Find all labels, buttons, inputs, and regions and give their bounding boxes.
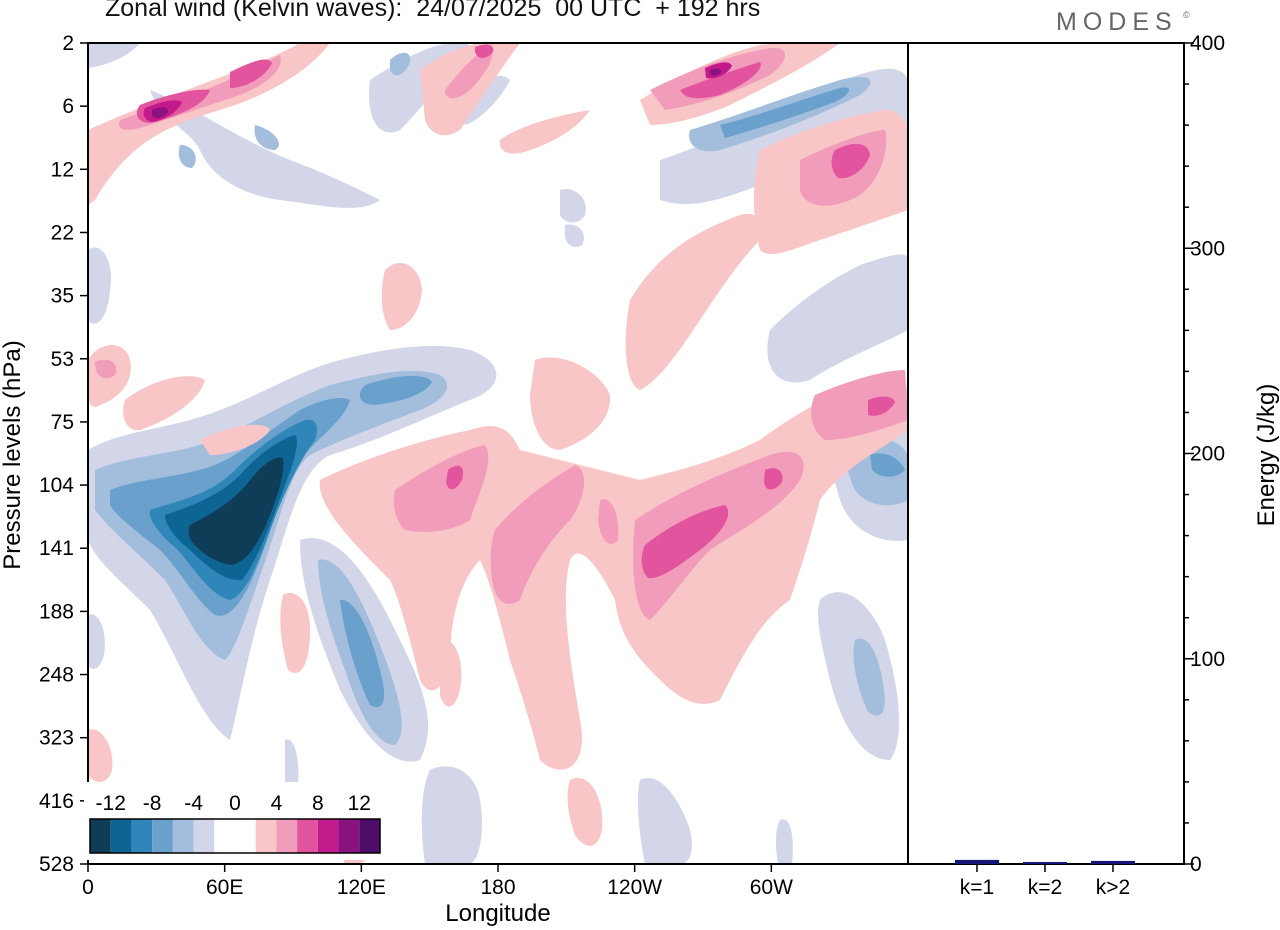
y-tick-label: 416 [39,790,74,813]
energy-tick-label: 0 [1190,853,1202,876]
energy-axis-title: Energy (J/kg) [1253,384,1280,527]
colorbar-tick-label: -4 [184,792,203,815]
x-axis-title: Longitude [445,900,550,927]
colorbar-swatch [110,819,132,853]
chart-title: Zonal wind (Kelvin waves): 24/07/2025 00… [105,0,761,22]
colorbar-swatch [317,819,339,853]
colorbar: -12 -8 -4 0 4 8 12 [84,782,386,860]
energy-tick-label: 200 [1190,443,1225,466]
brand-logo: MODES [1056,8,1178,36]
y-tick-label: 6 [62,95,74,118]
x-tick-label: 120E [337,876,386,899]
energy-bar [1091,860,1135,864]
bar-panel-frame [907,42,1185,865]
y-tick-label: 53 [51,348,74,371]
colorbar-swatch [131,819,153,853]
y-tick-label: 323 [39,727,74,750]
energy-bar [1023,862,1067,864]
y-tick-label: 75 [51,411,74,434]
energy-tick-label: 400 [1190,32,1225,55]
colorbar-swatch [359,819,380,853]
colorbar-tick-label: 12 [348,792,371,815]
x-tick-label: 0 [82,876,94,899]
y-tick-label: 35 [51,285,74,308]
colorbar-tick-label: 0 [229,792,241,815]
y-tick-label: 141 [39,537,74,560]
bar-y-axis: 0 100 200 300 400 [1184,32,1225,876]
colorbar-tick-label: -8 [143,792,162,815]
colorbar-swatch [235,819,256,853]
colorbar-swatch [255,819,277,853]
y-tick-label: 188 [39,600,74,623]
y-tick-label: 22 [51,221,74,244]
contour-level-minus-14 [188,457,284,565]
contour-level-plus-12 [152,68,722,119]
energy-bar [955,859,999,864]
bar-category-label: k=1 [960,876,994,899]
colorbar-swatch [297,819,318,853]
colorbar-tick-label: 4 [271,792,283,815]
energy-tick-label: 100 [1190,648,1225,671]
colorbar-swatch [214,819,235,853]
y-tick-label: 528 [39,853,74,876]
y-tick-label: 2 [62,32,74,55]
y-tick-label: 104 [39,474,74,497]
y-axis: 2 6 12 22 35 53 75 104 141 188 248 323 416 528 [39,32,88,876]
x-tick-label: 60W [750,876,793,899]
colorbar-frame [89,818,381,854]
x-tick-label: 120W [607,876,662,899]
x-tick-label: 180 [480,876,515,899]
y-tick-label: 248 [39,664,74,687]
colorbar-swatch [90,819,111,853]
colorbar-swatch [338,819,360,853]
y-axis-title: Pressure levels (hPa) [0,340,26,569]
x-tick-label: 60E [206,876,243,899]
bar-category-label: k=2 [1028,876,1062,899]
brand-copyright-mark: © [1183,10,1190,20]
contour-field [88,43,908,864]
colorbar-swatch [172,819,194,853]
colorbar-tick-label: -12 [96,792,126,815]
colorbar-swatch [193,819,215,853]
bar-x-axis: k=1 k=2 k>2 [960,864,1130,899]
energy-tick-label: 300 [1190,237,1225,260]
colorbar-tick-label: 8 [312,792,324,815]
bar-category-label: k>2 [1096,876,1130,899]
colorbar-swatch [152,819,173,853]
bar-series [955,859,1135,864]
x-axis: 0 60E 120E 180 120W 60W [82,864,793,899]
colorbar-swatch [276,819,298,853]
y-tick-label: 12 [51,158,74,181]
